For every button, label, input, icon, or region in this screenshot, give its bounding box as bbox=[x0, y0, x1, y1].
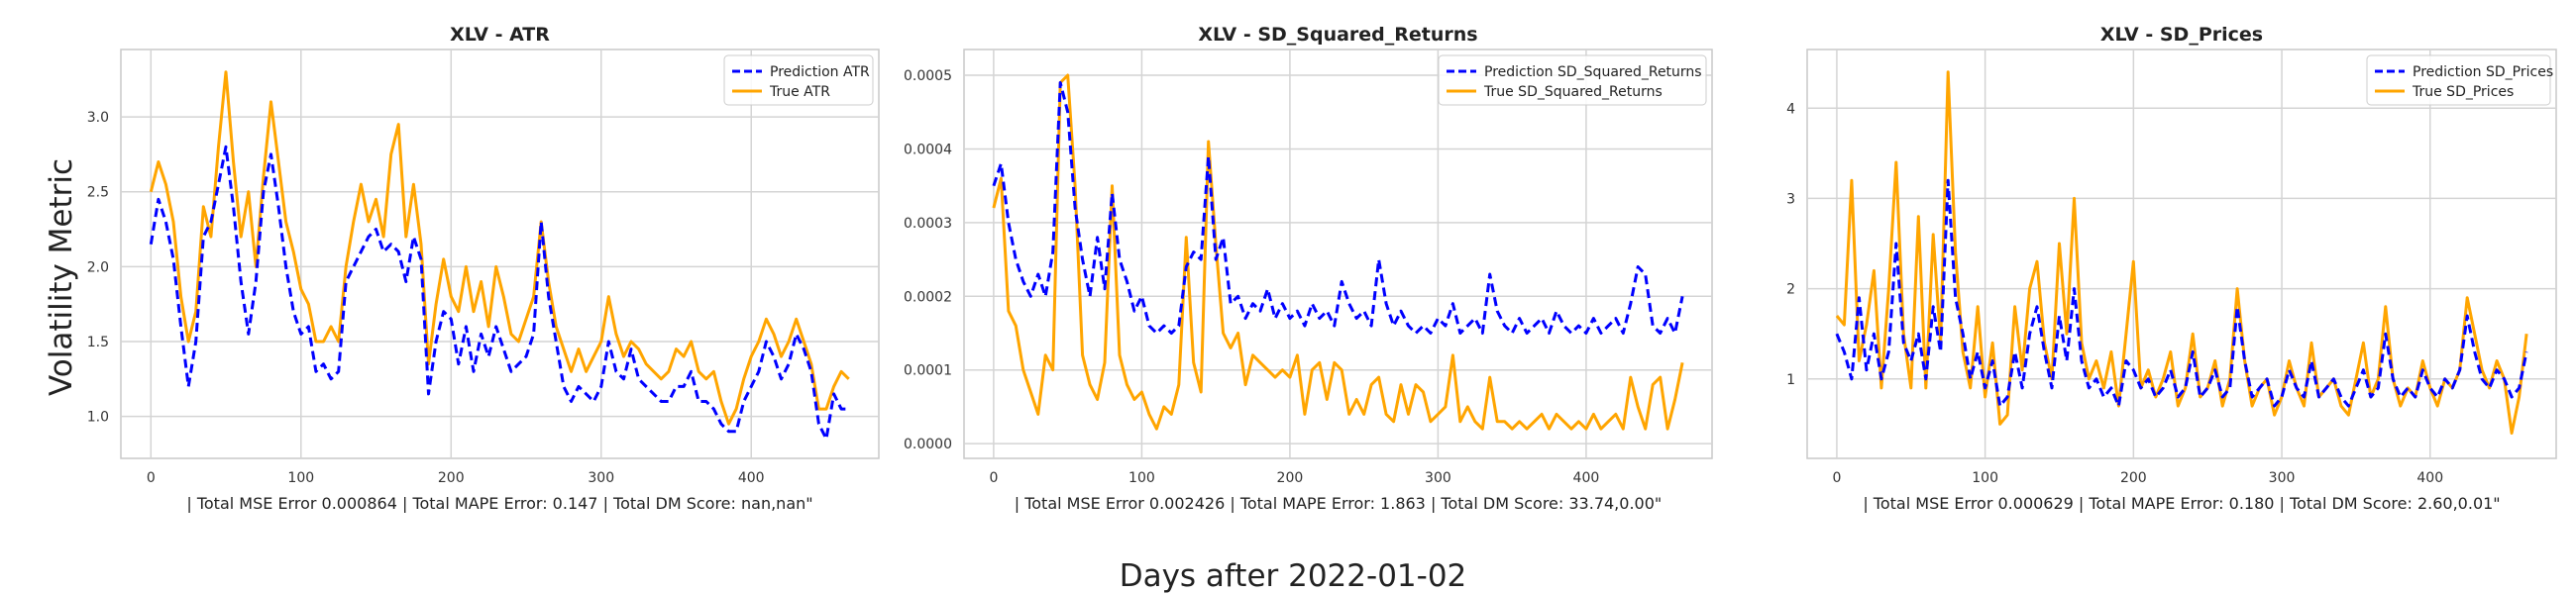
y-tick-label: 4 bbox=[1786, 101, 1795, 117]
y-tick-label: 2 bbox=[1786, 282, 1795, 298]
panel-title: XLV - SD_Squared_Returns bbox=[1198, 24, 1477, 46]
y-tick-label: 2.5 bbox=[87, 185, 109, 201]
legend-label: Prediction ATR bbox=[770, 64, 870, 80]
x-tick-label: 400 bbox=[738, 470, 765, 486]
legend: Prediction SD_Prices True SD_Prices bbox=[2366, 54, 2553, 106]
x-tick-label: 100 bbox=[287, 470, 314, 486]
legend-label: True ATR bbox=[769, 84, 830, 100]
panel-x-label: | Total MSE Error 0.000864 | Total MAPE … bbox=[186, 494, 812, 513]
y-tick-label: 1 bbox=[1786, 372, 1795, 388]
x-tick-label: 400 bbox=[2416, 470, 2443, 486]
legend-label: Prediction SD_Prices bbox=[2413, 64, 2553, 80]
x-tick-label: 300 bbox=[588, 470, 614, 486]
series-line-true bbox=[149, 70, 850, 426]
series-line-true bbox=[992, 73, 1684, 431]
y-tick-label: 1.5 bbox=[87, 335, 109, 350]
panel-x-label: | Total MSE Error 0.002426 | Total MAPE … bbox=[1015, 494, 1663, 513]
legend: Prediction SD_Squared_Returns True SD_Squ… bbox=[1438, 54, 1707, 106]
legend-box bbox=[1438, 54, 1707, 106]
x-tick-label: 100 bbox=[1128, 470, 1155, 486]
series-line-prediction bbox=[1835, 178, 2528, 408]
panel-1: 1.0 1.5 2.0 2.5 3.0 0 100 200 300 400 XLV - ATR | T… bbox=[87, 24, 880, 513]
series-line-prediction bbox=[992, 81, 1684, 335]
legend-label: Prediction SD_Squared_Returns bbox=[1484, 64, 1702, 80]
panel-3: 1 2 3 4 0 100 200 300 400 XLV - SD_Prices | Total … bbox=[1786, 24, 2557, 513]
x-tick-label: 100 bbox=[1972, 470, 1998, 486]
figure-x-label: Days after 2022-01-02 bbox=[1120, 558, 1467, 594]
y-tick-label: 2.0 bbox=[87, 259, 109, 275]
panel-title: XLV - SD_Prices bbox=[2100, 24, 2263, 46]
x-tick-label: 200 bbox=[1277, 470, 1304, 486]
x-tick-label: 200 bbox=[2120, 470, 2147, 486]
y-tick-label: 0.0005 bbox=[904, 68, 952, 84]
legend-box bbox=[2366, 54, 2551, 106]
y-tick-label: 3.0 bbox=[87, 110, 109, 126]
y-tick-label: 0.0001 bbox=[904, 363, 952, 379]
y-tick-label: 1.0 bbox=[87, 410, 109, 426]
y-tick-label: 0.0002 bbox=[904, 289, 952, 305]
panel-x-label: | Total MSE Error 0.000629 | Total MAPE … bbox=[1863, 494, 2500, 513]
panel-2: 0.0000 0.0001 0.0002 0.0003 0.0004 0.0005 0 100… bbox=[904, 24, 1713, 513]
y-tick-label: 0.0003 bbox=[904, 216, 952, 232]
x-tick-label: 0 bbox=[989, 470, 998, 486]
legend: Prediction ATR True ATR bbox=[723, 54, 874, 106]
y-tick-label: 0.0000 bbox=[904, 437, 952, 452]
y-tick-label: 3 bbox=[1786, 191, 1795, 207]
x-tick-label: 300 bbox=[2269, 470, 2296, 486]
y-tick-label: 0.0004 bbox=[904, 142, 952, 157]
legend-label: True SD_Prices bbox=[2412, 84, 2514, 100]
x-tick-label: 200 bbox=[438, 470, 465, 486]
legend-label: True SD_Squared_Returns bbox=[1483, 84, 1663, 100]
x-tick-label: 0 bbox=[1832, 470, 1841, 486]
x-tick-label: 300 bbox=[1425, 470, 1451, 486]
plot-area bbox=[120, 49, 880, 459]
panel-title: XLV - ATR bbox=[450, 24, 550, 46]
x-tick-label: 0 bbox=[147, 470, 156, 486]
series-line-prediction bbox=[149, 145, 849, 441]
x-tick-label: 400 bbox=[1573, 470, 1600, 486]
y-axis-label: Volatility Metric bbox=[44, 158, 79, 396]
plot-area bbox=[963, 49, 1713, 459]
